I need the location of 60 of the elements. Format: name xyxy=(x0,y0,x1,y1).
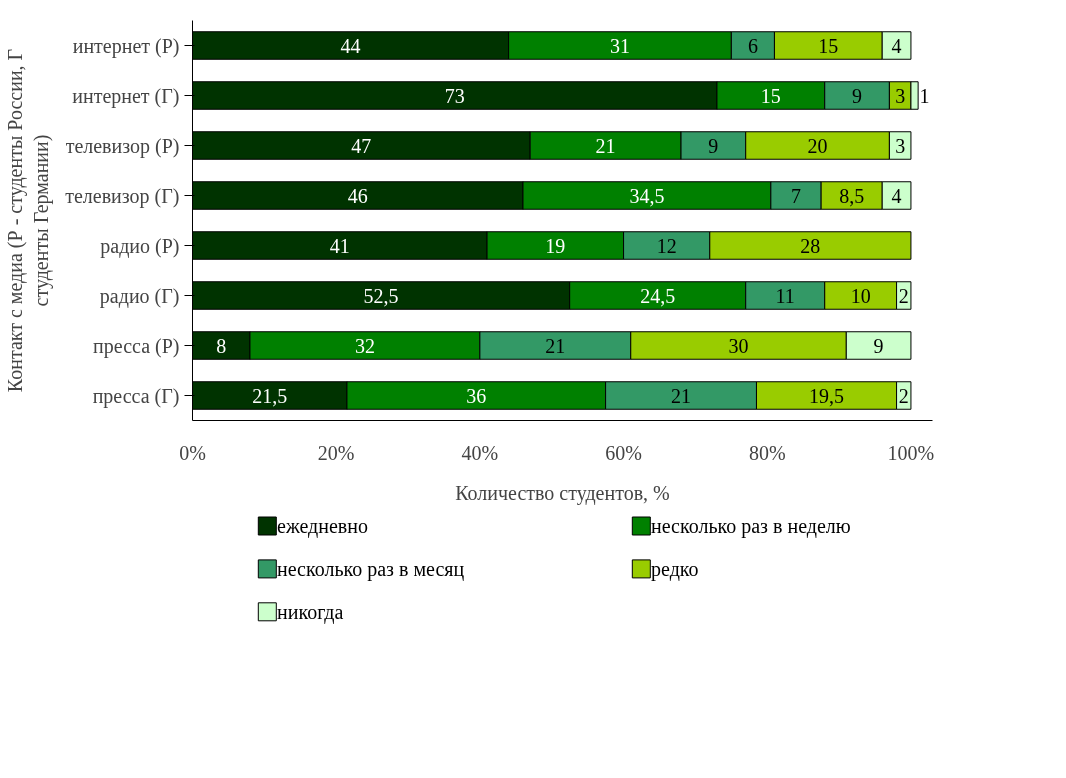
x-axis-title: Количество студентов, % xyxy=(455,481,670,505)
legend-label: несколько раз в месяц xyxy=(277,557,465,581)
data-label: 73 xyxy=(444,84,465,107)
data-label: 8 xyxy=(216,334,227,357)
y-tick-label: интернет (Р) xyxy=(72,34,180,58)
y-tick-label: пресса (Г) xyxy=(92,384,180,408)
data-label: 2 xyxy=(898,284,909,307)
data-label: 36 xyxy=(466,384,487,407)
data-label: 3 xyxy=(895,134,906,157)
data-label: 44 xyxy=(340,34,361,57)
y-tick-label: пресса (Р) xyxy=(93,334,180,358)
data-label: 21 xyxy=(671,384,692,407)
data-label: 4 xyxy=(891,34,902,57)
data-label: 20 xyxy=(807,134,828,157)
data-label: 47 xyxy=(351,134,372,157)
data-label: 21,5 xyxy=(252,384,288,407)
data-label: 1 xyxy=(919,84,930,107)
data-label: 19 xyxy=(545,234,566,257)
legend-label: редко xyxy=(651,557,699,581)
data-label: 32 xyxy=(354,334,375,357)
data-label: 9 xyxy=(708,134,719,157)
data-label: 52,5 xyxy=(363,284,399,307)
x-tick-label: 80% xyxy=(748,441,786,464)
legend-label: несколько раз в неделю xyxy=(651,515,851,538)
data-label: 15 xyxy=(760,84,781,107)
data-label: 21 xyxy=(545,334,566,357)
data-label: 24,5 xyxy=(640,284,676,307)
x-tick-label: 40% xyxy=(461,441,499,464)
data-label: 7 xyxy=(791,184,801,207)
data-label: 9 xyxy=(852,84,863,107)
data-label: 3 xyxy=(895,84,906,107)
data-label: 4 xyxy=(891,184,902,207)
data-label: 6 xyxy=(747,34,758,57)
data-label: 34,5 xyxy=(629,184,665,207)
data-label: 2 xyxy=(898,384,909,407)
x-tick-label: 100% xyxy=(887,441,935,464)
data-label: 30 xyxy=(728,334,749,357)
y-tick-label: интернет (Г) xyxy=(72,84,180,108)
data-label: 9 xyxy=(873,334,884,357)
y-tick-label: телевизор (Р) xyxy=(65,134,180,158)
x-tick-label: 0% xyxy=(179,441,206,464)
y-axis-title: Контакт с медиа (Р - студенты России, Г студенты Германии) xyxy=(3,48,54,393)
legend-label: ежедневно xyxy=(277,515,368,538)
data-label: 10 xyxy=(850,284,871,307)
y-tick-label: радио (Г) xyxy=(99,284,180,308)
data-label: 21 xyxy=(595,134,616,157)
data-label: 28 xyxy=(800,234,821,257)
y-tick-label: радио (Р) xyxy=(100,234,180,258)
data-label: 8,5 xyxy=(839,184,865,207)
y-tick-label: телевизор (Г) xyxy=(65,184,180,208)
data-label: 46 xyxy=(347,184,368,207)
data-label: 15 xyxy=(818,34,839,57)
x-tick-label: 60% xyxy=(605,441,642,464)
data-label: 41 xyxy=(329,234,350,257)
data-label: 11 xyxy=(775,284,795,307)
data-label: 19,5 xyxy=(809,384,845,407)
data-label: 12 xyxy=(656,234,677,257)
x-tick-label: 20% xyxy=(317,441,355,464)
data-label: 31 xyxy=(609,34,630,57)
legend-label: никогда xyxy=(277,600,344,624)
